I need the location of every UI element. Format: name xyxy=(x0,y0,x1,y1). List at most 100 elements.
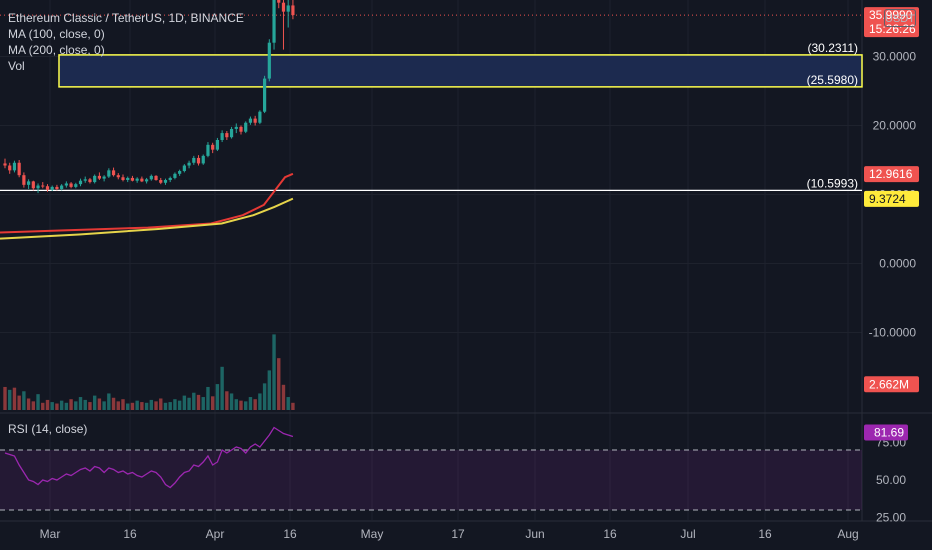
candle-body xyxy=(168,177,172,181)
candle-body xyxy=(135,178,139,181)
candle-body xyxy=(145,179,149,182)
rsi-pane xyxy=(0,426,862,511)
price-tick-label: 30.0000 xyxy=(873,50,917,64)
candle-body xyxy=(244,122,248,132)
candle-body xyxy=(36,185,40,189)
volume-bar xyxy=(163,402,168,410)
candle-body xyxy=(173,173,177,178)
volume-bar xyxy=(262,383,267,410)
candle-body xyxy=(154,175,158,181)
candle-body xyxy=(97,175,101,179)
volume-bar xyxy=(277,358,281,410)
ma100-line xyxy=(0,172,294,234)
candle-body xyxy=(253,118,257,123)
candle-body xyxy=(116,175,120,178)
candle-body xyxy=(277,0,281,3)
candle-body xyxy=(3,163,7,166)
volume-bar xyxy=(234,399,238,410)
volume-bar xyxy=(26,398,31,410)
candle-body xyxy=(64,183,68,186)
candle-body xyxy=(126,177,130,181)
rsi-tick-label: 25.00 xyxy=(876,511,906,525)
volume-bar xyxy=(55,403,59,410)
candle-body xyxy=(182,165,186,172)
volume-bar xyxy=(196,394,201,410)
volume-bar xyxy=(126,403,130,410)
volume-bar xyxy=(258,393,262,410)
ma100-legend[interactable]: MA (100, close, 0) xyxy=(8,27,105,41)
volume-bar xyxy=(154,401,158,410)
volume-bar xyxy=(22,391,26,410)
volume-bar xyxy=(272,334,276,410)
time-tick-label: 16 xyxy=(283,527,297,541)
moving-averages xyxy=(0,172,294,240)
candle-body xyxy=(225,133,229,138)
candle-body xyxy=(192,157,196,163)
candle-body xyxy=(107,170,111,177)
volume-bar xyxy=(229,393,234,410)
candle-body xyxy=(88,179,92,183)
volume-bar xyxy=(59,400,64,410)
candle-body xyxy=(267,42,271,79)
volume-bar xyxy=(135,400,139,410)
rsi-tick-label: 50.00 xyxy=(876,473,906,487)
level-label: (30.2311) xyxy=(808,41,858,55)
volume-bar xyxy=(187,397,191,410)
candle-body xyxy=(220,133,224,140)
rsi-badge xyxy=(864,424,908,441)
rsi-legend[interactable]: RSI (14, close) xyxy=(8,422,88,436)
time-tick-label: 16 xyxy=(758,527,772,541)
candle-body xyxy=(74,184,78,187)
rsi-line xyxy=(4,426,294,489)
candle-body xyxy=(239,126,243,132)
volume-bar xyxy=(253,399,257,410)
ma200-legend[interactable]: MA (200, close, 0) xyxy=(8,43,105,57)
candle-body xyxy=(93,175,97,183)
price-badge xyxy=(864,376,919,393)
volume-bar xyxy=(225,391,229,410)
volume-bar xyxy=(159,398,163,410)
currency-button[interactable]: USDT xyxy=(884,9,916,27)
volume-bar xyxy=(36,394,40,410)
volume-bar xyxy=(41,402,45,410)
time-axis[interactable]: Mar 16 Apr 16 May 17 Jun 16 Jul 16 Aug xyxy=(40,527,859,541)
time-tick-label: May xyxy=(361,527,384,541)
candle-body xyxy=(286,5,290,12)
time-tick-label: 16 xyxy=(603,527,617,541)
candle-body xyxy=(121,177,125,181)
volume-bar xyxy=(130,402,135,410)
volume-bar xyxy=(140,402,144,410)
symbol-title[interactable]: Ethereum Classic / TetherUS, 1D, BINANCE xyxy=(8,11,244,25)
support-zone xyxy=(58,54,863,88)
candle-body xyxy=(229,128,234,138)
volume-bar xyxy=(97,398,102,410)
volume-bar xyxy=(248,397,253,410)
price-axis[interactable]: 90.000080.000070.000060.000050.000040.00… xyxy=(869,0,917,525)
volume-bar xyxy=(206,386,210,410)
volume-bar xyxy=(244,401,248,410)
candle-body xyxy=(187,162,191,166)
candle-body xyxy=(211,144,215,150)
candle-body xyxy=(27,181,31,185)
volume-legend[interactable]: Vol xyxy=(8,59,25,73)
volume-bar xyxy=(17,395,21,410)
volume-bar xyxy=(267,370,272,410)
volume-bar xyxy=(8,389,12,410)
candle-body xyxy=(12,162,17,171)
time-tick-label: Mar xyxy=(40,527,61,541)
price-tick-label: -10.0000 xyxy=(869,326,917,340)
rsi-band-fill xyxy=(0,450,862,510)
price-badge-label: 9.3724 xyxy=(869,192,906,206)
candle-body xyxy=(234,126,238,129)
volume-bar xyxy=(182,395,187,410)
price-badge xyxy=(864,7,919,38)
volume-bar xyxy=(64,402,69,410)
volume-bar xyxy=(173,399,177,410)
volume-bar xyxy=(201,397,205,410)
candle-body xyxy=(31,181,35,189)
volume-bar xyxy=(45,399,50,410)
candle-body xyxy=(8,165,12,171)
volume-bar xyxy=(215,384,220,410)
volume-bar xyxy=(107,393,111,410)
